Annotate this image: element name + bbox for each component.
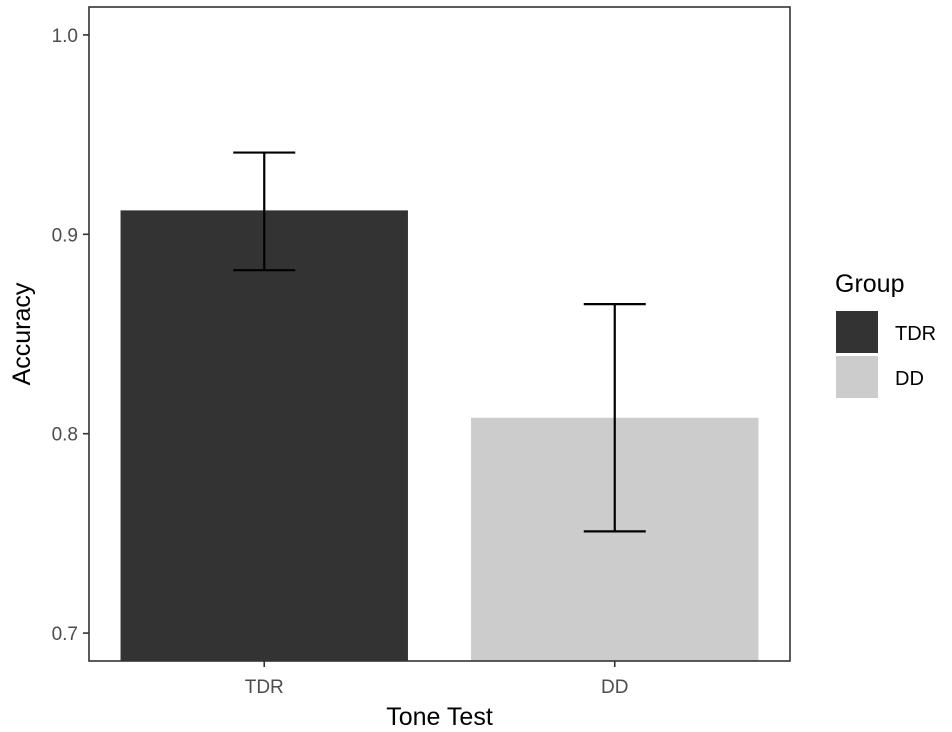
y-axis-title: Accuracy — [8, 282, 36, 385]
legend-swatch-tdr — [836, 311, 878, 353]
y-tick-label: 0.8 — [52, 425, 78, 446]
y-tick-label: 0.7 — [52, 624, 78, 645]
error-bars-layer — [233, 151, 646, 533]
y-tick-label: 1.0 — [52, 26, 78, 47]
x-tick-label: TDR — [245, 677, 284, 698]
bar-tdr — [120, 210, 408, 661]
y-axis: 0.7 0.8 0.9 1.0 — [52, 26, 89, 645]
x-axis: TDR DD — [245, 661, 628, 698]
legend-label-tdr: TDR — [895, 323, 936, 345]
legend-swatch-dd — [836, 356, 878, 398]
bars-layer — [120, 210, 759, 661]
legend-title: Group — [835, 270, 904, 298]
legend: Group TDR DD — [835, 270, 936, 398]
error-bar-tdr — [233, 151, 296, 272]
x-axis-title: Tone Test — [386, 703, 493, 731]
error-bar-dd — [583, 302, 646, 533]
legend-label-dd: DD — [895, 368, 924, 390]
x-tick-label: DD — [601, 677, 628, 698]
y-tick-label: 0.9 — [52, 225, 78, 246]
plot-panel-border — [88, 6, 791, 662]
